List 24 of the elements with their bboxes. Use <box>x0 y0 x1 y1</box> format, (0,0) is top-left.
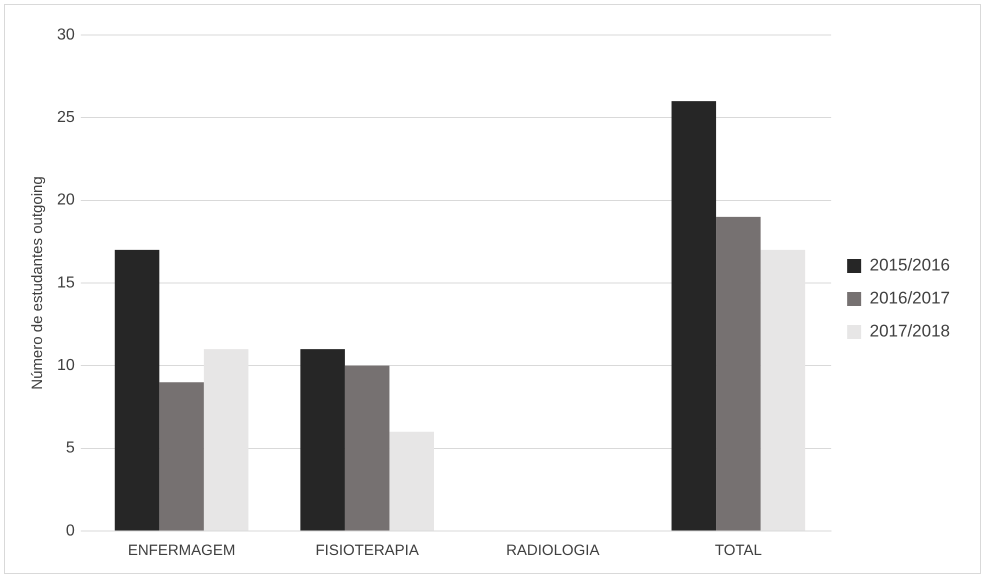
y-tick-label: 15 <box>57 274 75 292</box>
bar <box>159 382 204 530</box>
x-tick-label: FISIOTERAPIA <box>315 542 419 560</box>
y-tick-label: 5 <box>66 440 75 457</box>
bar <box>716 216 761 530</box>
bar <box>760 250 806 530</box>
legend-label: 2015/2016 <box>870 256 950 275</box>
x-tick-label: TOTAL <box>714 542 762 560</box>
legend-label: 2017/2018 <box>870 322 950 341</box>
y-tick-label: 10 <box>57 357 75 374</box>
x-tick-label: ENFERMAGEM <box>128 542 236 560</box>
bar <box>672 101 716 530</box>
legend-label: 2016/2017 <box>870 288 950 308</box>
bar <box>389 432 434 530</box>
y-tick-label: 0 <box>66 522 75 540</box>
y-tick-label: 25 <box>57 109 75 126</box>
y-tick-label: 30 <box>57 26 75 44</box>
bar <box>344 366 390 530</box>
bar <box>204 349 248 530</box>
bar <box>300 349 345 530</box>
y-axis-title: Número de estudantes outgoing <box>29 176 46 390</box>
x-tick-label: RADIOLOGIA <box>506 542 600 560</box>
y-tick-label: 20 <box>57 192 75 209</box>
bar <box>114 250 160 530</box>
